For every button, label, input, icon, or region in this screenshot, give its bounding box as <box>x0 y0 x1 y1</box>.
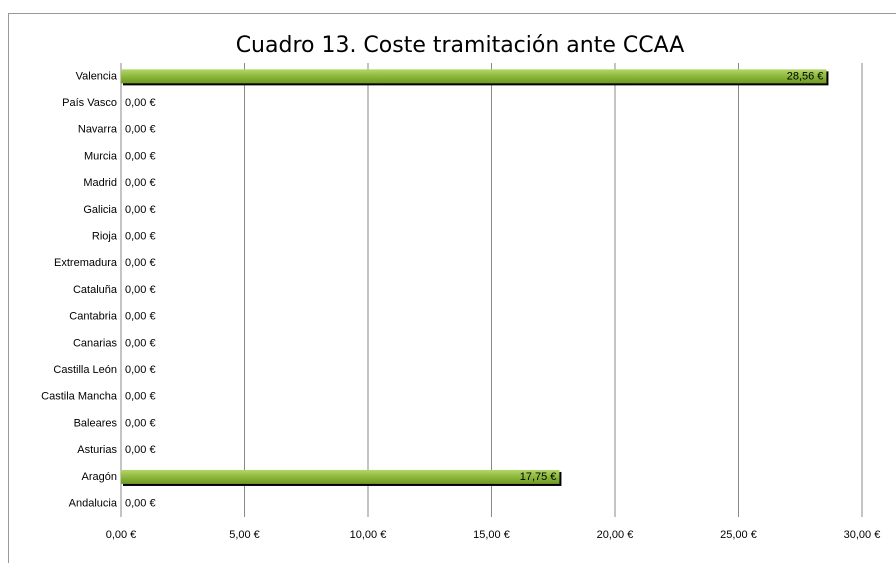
x-tick-label: 10,00 € <box>350 529 387 541</box>
y-tick-label: Extremadura <box>54 257 118 269</box>
data-label: 0,00 € <box>125 498 156 510</box>
x-tick-label: 15,00 € <box>473 529 510 541</box>
data-label: 0,00 € <box>125 204 156 216</box>
x-tick-label: 5,00 € <box>229 529 260 541</box>
data-label: 0,00 € <box>125 337 156 349</box>
y-tick-label: Navarra <box>78 124 118 136</box>
y-tick-label: Madrid <box>83 177 117 189</box>
data-label: 0,00 € <box>125 284 156 296</box>
chart-title: Cuadro 13. Coste tramitación ante CCAA <box>236 33 685 58</box>
x-tick-label: 25,00 € <box>720 529 757 541</box>
data-label: 0,00 € <box>125 177 156 189</box>
y-tick-label: Andalucia <box>69 498 118 510</box>
data-label: 0,00 € <box>125 124 156 136</box>
y-tick-label: Galicia <box>83 204 118 216</box>
y-tick-label: Cantabria <box>69 311 118 323</box>
data-label: 0,00 € <box>125 97 156 109</box>
data-label: 0,00 € <box>125 391 156 403</box>
frame <box>8 13 896 563</box>
y-tick-label: Castila Mancha <box>41 391 118 403</box>
x-tick-label: 30,00 € <box>844 529 881 541</box>
y-tick-label: Castilla León <box>53 364 117 376</box>
y-tick-label: Canarias <box>73 337 118 349</box>
y-tick-label: Asturias <box>77 444 117 456</box>
data-label: 0,00 € <box>125 364 156 376</box>
x-tick-label: 0,00 € <box>106 529 137 541</box>
y-tick-label: Murcia <box>84 150 118 162</box>
y-tick-label: Rioja <box>92 230 118 242</box>
bar <box>121 69 827 84</box>
x-tick-label: 20,00 € <box>597 529 634 541</box>
data-label: 0,00 € <box>125 311 156 323</box>
data-label: 0,00 € <box>125 230 156 242</box>
y-tick-label: País Vasco <box>62 97 117 109</box>
data-label: 17,75 € <box>520 471 557 483</box>
data-label: 28,56 € <box>787 70 824 82</box>
data-label: 0,00 € <box>125 150 156 162</box>
data-label: 0,00 € <box>125 257 156 269</box>
y-tick-label: Baleares <box>74 417 118 429</box>
data-label: 0,00 € <box>125 417 156 429</box>
y-tick-label: Valencia <box>76 70 118 82</box>
y-tick-label: Cataluña <box>73 284 118 296</box>
data-label: 0,00 € <box>125 444 156 456</box>
y-tick-label: Aragón <box>82 471 117 483</box>
bar <box>121 469 560 484</box>
